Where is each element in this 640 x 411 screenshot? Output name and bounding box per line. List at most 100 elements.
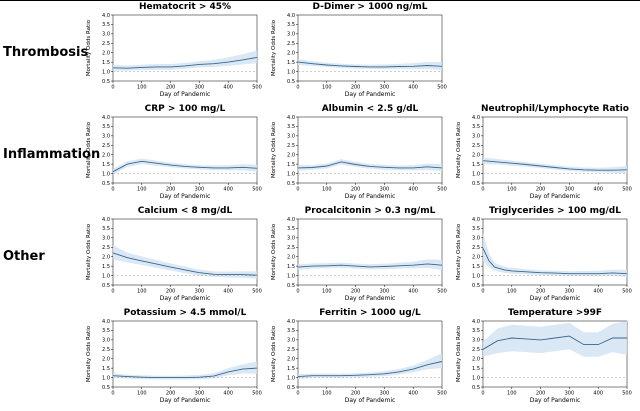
svg-text:2.0: 2.0: [287, 255, 295, 261]
svg-text:3.5: 3.5: [102, 328, 110, 334]
chart-title-calcium: Calcium < 8 mg/dL: [137, 206, 233, 216]
svg-text:2.5: 2.5: [472, 143, 480, 149]
svg-text:Mortality Odds Ratio: Mortality Odds Ratio: [271, 325, 277, 382]
svg-text:2.0: 2.0: [102, 51, 110, 57]
svg-text:200: 200: [166, 187, 176, 193]
svg-text:3.0: 3.0: [287, 236, 295, 242]
svg-text:0.5: 0.5: [102, 385, 110, 391]
svg-text:Mortality Odds Ratio: Mortality Odds Ratio: [86, 19, 92, 76]
chart-title-ddimer: D-Dimer > 1000 ng/mL: [312, 2, 428, 12]
svg-text:3.5: 3.5: [472, 328, 480, 334]
svg-text:Mortality Odds Ratio: Mortality Odds Ratio: [456, 223, 462, 280]
svg-text:1.5: 1.5: [472, 162, 480, 168]
svg-text:0.5: 0.5: [287, 385, 295, 391]
svg-text:1.0: 1.0: [102, 69, 110, 75]
svg-text:2.0: 2.0: [102, 255, 110, 261]
svg-text:2.5: 2.5: [102, 143, 110, 149]
svg-text:3.0: 3.0: [102, 338, 110, 344]
svg-text:0.5: 0.5: [472, 181, 480, 187]
chart-title-triglycerides: Triglycerides > 100 mg/dL: [489, 206, 621, 216]
svg-text:Day of Pandemic: Day of Pandemic: [160, 193, 211, 200]
svg-text:Mortality Odds Ratio: Mortality Odds Ratio: [86, 121, 92, 178]
svg-text:1.5: 1.5: [287, 264, 295, 270]
svg-text:1.5: 1.5: [287, 366, 295, 372]
svg-text:0: 0: [111, 187, 114, 193]
svg-text:3.0: 3.0: [472, 236, 480, 242]
svg-text:0: 0: [296, 85, 299, 91]
svg-text:Mortality Odds Ratio: Mortality Odds Ratio: [271, 223, 277, 280]
svg-text:400: 400: [408, 85, 418, 91]
chart-panel-ddimer: D-Dimer > 1000 ng/mL 0.5 1.0 1.5 2.0 2.5 3.0 3…: [269, 1, 447, 100]
chart-plot-potassium: 0.5 1.0 1.5 2.0 2.5 3.0 3.5 4.0 0 100 200 300 400 500…: [86, 319, 262, 404]
svg-text:100: 100: [322, 85, 332, 91]
svg-text:0.5: 0.5: [102, 79, 110, 85]
svg-text:100: 100: [322, 391, 332, 397]
chart-title-albumin: Albumin < 2.5 g/dL: [321, 104, 419, 114]
svg-text:500: 500: [622, 391, 632, 397]
svg-text:100: 100: [137, 391, 147, 397]
svg-text:4.0: 4.0: [102, 115, 110, 121]
chart-plot-hematocrit: 0.5 1.0 1.5 2.0 2.5 3.0 3.5 4.0 0 100 200 300 400 500…: [86, 13, 262, 98]
svg-text:400: 400: [223, 391, 233, 397]
svg-text:2.5: 2.5: [102, 347, 110, 353]
svg-text:3.5: 3.5: [472, 124, 480, 130]
svg-text:Mortality Odds Ratio: Mortality Odds Ratio: [271, 19, 277, 76]
chart-panel-hematocrit: Hematocrit > 45% 0.5 1.0 1.5 2.0 2.5 3.0 3.5 4.…: [84, 1, 262, 100]
svg-text:200: 200: [351, 85, 361, 91]
svg-text:1.5: 1.5: [102, 366, 110, 372]
svg-text:0.5: 0.5: [287, 181, 295, 187]
svg-text:500: 500: [252, 289, 262, 295]
svg-text:4.0: 4.0: [102, 13, 110, 19]
svg-text:100: 100: [322, 289, 332, 295]
svg-text:Day of Pandemic: Day of Pandemic: [160, 91, 211, 98]
svg-text:Day of Pandemic: Day of Pandemic: [345, 91, 396, 98]
svg-text:1.5: 1.5: [102, 162, 110, 168]
svg-text:3.0: 3.0: [287, 338, 295, 344]
svg-text:200: 200: [536, 289, 546, 295]
svg-text:400: 400: [408, 289, 418, 295]
svg-text:4.0: 4.0: [102, 319, 110, 325]
chart-plot-ddimer: 0.5 1.0 1.5 2.0 2.5 3.0 3.5 4.0 0 100 200 300 400 500…: [271, 13, 447, 98]
svg-text:2.5: 2.5: [287, 245, 295, 251]
svg-text:200: 200: [351, 391, 361, 397]
svg-text:Day of Pandemic: Day of Pandemic: [530, 193, 581, 200]
svg-text:4.0: 4.0: [287, 319, 295, 325]
svg-text:3.0: 3.0: [472, 338, 480, 344]
svg-text:2.5: 2.5: [472, 347, 480, 353]
svg-text:200: 200: [166, 391, 176, 397]
svg-text:4.0: 4.0: [287, 115, 295, 121]
chart-title-procalcitonin: Procalcitonin > 0.3 ng/mL: [304, 206, 436, 216]
svg-text:3.0: 3.0: [102, 134, 110, 140]
svg-text:200: 200: [536, 187, 546, 193]
chart-title-temperature: Temperature >99F: [507, 308, 603, 318]
chart-plot-triglycerides: 0.5 1.0 1.5 2.0 2.5 3.0 3.5 4.0 0 100 200 300 400 500…: [456, 217, 632, 302]
svg-text:2.0: 2.0: [287, 357, 295, 363]
svg-text:2.5: 2.5: [102, 41, 110, 47]
svg-text:1.5: 1.5: [102, 264, 110, 270]
svg-text:4.0: 4.0: [287, 13, 295, 19]
svg-text:1.5: 1.5: [472, 366, 480, 372]
svg-text:0: 0: [296, 289, 299, 295]
svg-text:4.0: 4.0: [472, 115, 480, 121]
svg-text:300: 300: [195, 391, 205, 397]
svg-text:400: 400: [223, 85, 233, 91]
svg-text:100: 100: [507, 187, 517, 193]
svg-text:1.0: 1.0: [102, 375, 110, 381]
svg-text:200: 200: [166, 85, 176, 91]
svg-text:Day of Pandemic: Day of Pandemic: [345, 295, 396, 302]
svg-text:Mortality Odds Ratio: Mortality Odds Ratio: [86, 223, 92, 280]
svg-text:100: 100: [507, 289, 517, 295]
svg-text:500: 500: [437, 391, 447, 397]
svg-text:0: 0: [111, 391, 114, 397]
svg-text:1.5: 1.5: [472, 264, 480, 270]
chart-panel-ferritin: Ferritin > 1000 ug/L 0.5 1.0 1.5 2.0 2.5 3.0 3…: [269, 307, 447, 406]
svg-text:Day of Pandemic: Day of Pandemic: [530, 295, 581, 302]
svg-text:2.5: 2.5: [287, 347, 295, 353]
svg-text:Day of Pandemic: Day of Pandemic: [160, 397, 211, 404]
svg-text:1.0: 1.0: [287, 375, 295, 381]
svg-text:100: 100: [137, 187, 147, 193]
svg-text:400: 400: [223, 289, 233, 295]
svg-text:300: 300: [380, 289, 390, 295]
svg-text:1.5: 1.5: [287, 60, 295, 66]
svg-text:300: 300: [565, 391, 575, 397]
